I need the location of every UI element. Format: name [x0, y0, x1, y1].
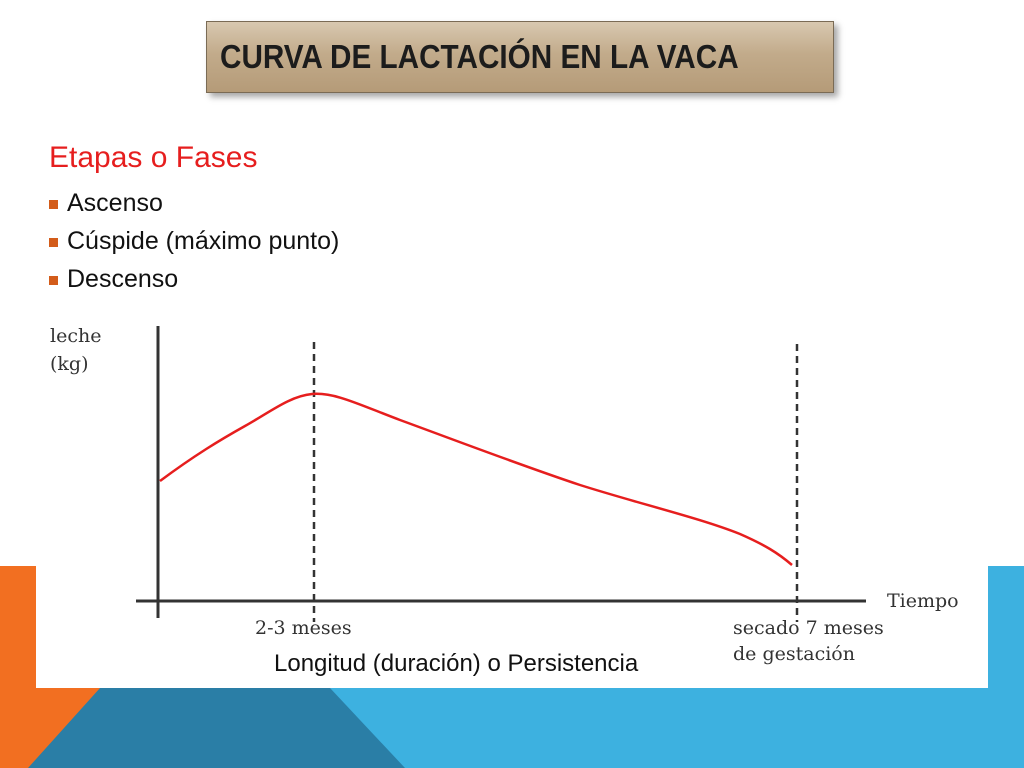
bullet-item-descenso: Descenso [49, 260, 339, 298]
slide-title: CURVA DE LACTACIÓN EN LA VACA [220, 38, 739, 75]
square-bullet-icon [49, 199, 58, 209]
section-heading: Etapas o Fases [49, 141, 258, 174]
orange-left-shape [0, 566, 36, 690]
dark-blue-bottom-shape [0, 688, 405, 768]
bullet-item-ascenso: Ascenso [49, 184, 339, 222]
marker-label-drying-line2: de gestación [733, 643, 855, 665]
bullet-text: Cúspide (máximo punto) [67, 226, 340, 255]
title-box: CURVA DE LACTACIÓN EN LA VACA [206, 21, 834, 93]
marker-label-peak: 2-3 meses [255, 617, 352, 639]
square-bullet-icon [49, 237, 58, 247]
orange-bottom-shape [0, 688, 100, 768]
blue-right-shape [988, 566, 1024, 688]
bullet-text: Ascenso [67, 188, 163, 217]
bullet-list: Ascenso Cúspide (máximo punto) Descenso [49, 184, 339, 298]
chart-caption: Longitud (duración) o Persistencia [274, 650, 639, 677]
bullet-item-cuspide: Cúspide (máximo punto) [49, 222, 339, 260]
y-axis-label-line1: leche [50, 325, 102, 347]
bullet-text: Descenso [67, 264, 179, 293]
y-axis-label-line2: (kg) [50, 353, 89, 375]
x-axis-label: Tiempo [887, 590, 959, 612]
marker-label-drying-line1: secado 7 meses [733, 617, 884, 639]
lactation-curve [159, 392, 793, 566]
square-bullet-icon [49, 275, 58, 285]
